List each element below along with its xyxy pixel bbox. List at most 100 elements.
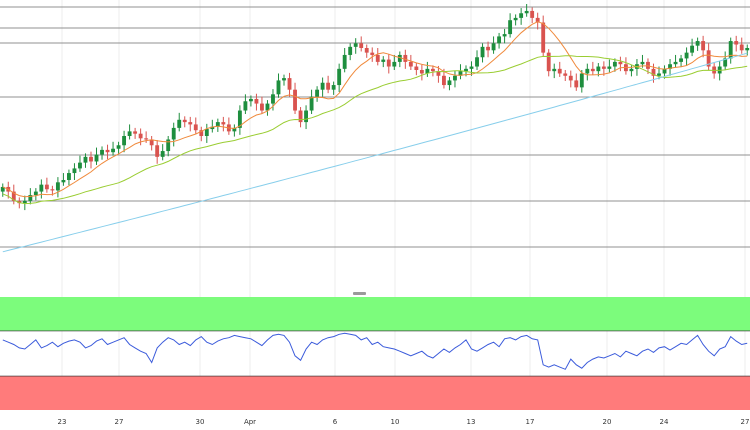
candle-up (508, 20, 513, 35)
x-tick-label: 6 (333, 418, 338, 426)
candle-up (690, 45, 695, 53)
sma-fast-line (2, 21, 748, 198)
candle-down (403, 54, 408, 62)
candle-up (381, 59, 386, 62)
candle-down (701, 41, 706, 51)
rsi-line (2, 332, 748, 370)
candle-down (739, 44, 744, 51)
x-tick-label: 27 (741, 418, 750, 426)
candle-up (513, 17, 518, 21)
candle-up (61, 180, 66, 183)
candle-down (199, 130, 204, 136)
rsi-oversold-zone (0, 376, 750, 410)
candle-up (668, 64, 672, 69)
candle-up (177, 119, 182, 128)
candle-up (78, 162, 82, 169)
candle-down (221, 122, 226, 125)
candle-down (706, 50, 711, 67)
x-tick-label: Apr (244, 418, 256, 426)
candle-up (657, 73, 661, 76)
candle-down (430, 68, 435, 72)
candle-up (204, 129, 209, 136)
candle-down (133, 131, 138, 134)
candle-up (348, 46, 353, 55)
candle-down (408, 61, 413, 67)
candle-up (728, 41, 733, 59)
candle-up (612, 61, 617, 67)
candle-down (298, 110, 303, 123)
candle-down (651, 68, 656, 76)
candle-down (144, 138, 149, 140)
candle-down (546, 52, 551, 72)
candle-down (105, 149, 110, 153)
candle-down (260, 103, 264, 111)
candle-up (127, 131, 132, 136)
candle-up (166, 139, 171, 152)
candle-down (646, 61, 650, 69)
sma-mid-line (2, 55, 748, 205)
candle-up (237, 110, 242, 128)
candle-up (116, 145, 121, 149)
candle-up (607, 66, 612, 69)
candle-down (364, 48, 369, 53)
candle-down (386, 59, 391, 67)
candle-up (392, 61, 397, 67)
candle-up (67, 173, 71, 180)
candle-down (442, 75, 446, 86)
candle-up (243, 101, 248, 111)
candle-up (425, 68, 430, 74)
candle-up (745, 48, 750, 51)
x-tick-label: 10 (391, 418, 400, 426)
candle-up (480, 46, 485, 58)
candle-down (11, 191, 16, 201)
vertical-grid (61, 0, 746, 410)
candle-down (44, 184, 49, 190)
candle-up (83, 156, 88, 163)
pane-resize-handle[interactable] (353, 292, 366, 295)
candle-down (486, 46, 490, 51)
candle-down (17, 200, 22, 204)
candle-down (530, 10, 535, 18)
candle-down (293, 89, 297, 111)
candle-down (370, 52, 375, 55)
x-tick-label: 20 (603, 418, 612, 426)
candle-up (282, 78, 286, 81)
candle-up (695, 41, 700, 46)
candle-up (160, 151, 165, 157)
candle-down (590, 68, 595, 72)
candle-up (596, 66, 601, 72)
candle-up (55, 182, 60, 191)
candle-up (215, 122, 220, 127)
candle-up (464, 68, 468, 72)
candle-up (122, 136, 127, 146)
candle-up (469, 66, 474, 69)
candle-up (171, 127, 176, 140)
candle-up (342, 54, 347, 69)
candle-up (684, 52, 689, 59)
candle-up (210, 126, 215, 130)
horizontal-levels (0, 6, 750, 248)
candle-up (679, 58, 683, 62)
candle-up (315, 89, 320, 97)
candle-up (397, 54, 402, 62)
x-tick-label: 13 (467, 418, 476, 426)
candle-up (337, 68, 342, 86)
x-tick-label: 17 (526, 418, 535, 426)
candle-down (568, 75, 573, 81)
candle-up (72, 168, 77, 174)
candle-up (629, 68, 634, 72)
candle-down (419, 70, 424, 74)
rsi-panel (0, 297, 750, 410)
x-tick-label: 27 (115, 418, 124, 426)
candle-up (265, 103, 270, 111)
candle-down (375, 54, 380, 62)
candle-up (94, 154, 99, 162)
candle-up (271, 94, 275, 104)
candle-down (50, 189, 55, 191)
candle-up (320, 82, 325, 90)
rsi-overbought-zone (0, 297, 750, 331)
moving-averages (2, 21, 748, 253)
candle-down (734, 41, 739, 45)
candle-down (557, 68, 562, 74)
